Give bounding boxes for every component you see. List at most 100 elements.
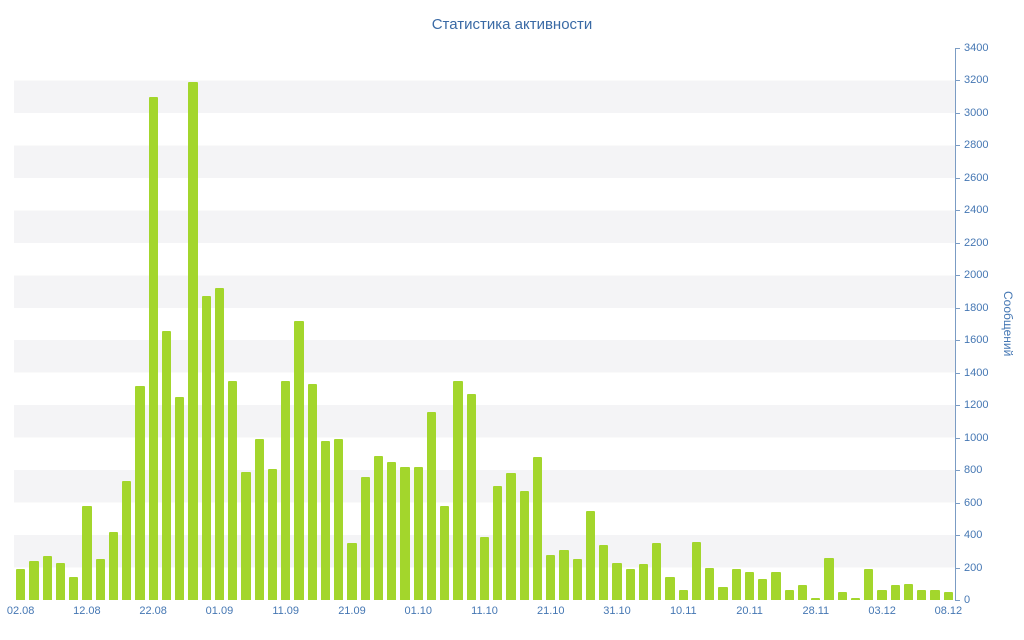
- y-axis-tick: [955, 502, 960, 504]
- bar: [532, 457, 543, 600]
- bar: [148, 96, 158, 600]
- y-axis-tick: [955, 307, 960, 309]
- bar: [784, 590, 794, 600]
- x-axis-tick-label: 10.11: [669, 605, 697, 617]
- bar: [824, 557, 834, 600]
- bar: [82, 505, 92, 600]
- bar: [254, 439, 264, 600]
- y-axis-tick-label: 2000: [964, 269, 989, 282]
- bar: [877, 590, 887, 600]
- bar: [334, 439, 344, 600]
- y-axis-tick: [955, 210, 960, 212]
- bar: [572, 559, 582, 600]
- y-axis-tick-label: 3200: [964, 74, 989, 87]
- bar: [771, 572, 781, 600]
- bar: [69, 577, 79, 600]
- y-axis-tick: [955, 48, 960, 49]
- bar: [413, 466, 423, 600]
- bar: [917, 590, 927, 600]
- bar: [559, 549, 569, 600]
- bar: [387, 462, 397, 600]
- y-axis-tick: [955, 242, 960, 244]
- bar: [307, 384, 317, 600]
- y-axis-tick-label: 600: [964, 496, 983, 509]
- bar: [506, 473, 516, 600]
- bar: [214, 288, 225, 600]
- x-axis-tick-label: 02.08: [6, 605, 35, 617]
- bar: [718, 587, 728, 600]
- bar: [29, 561, 39, 600]
- x-axis-tick-label: 31.10: [603, 605, 631, 617]
- y-axis-tick: [955, 340, 960, 342]
- bar: [599, 544, 609, 600]
- y-axis-tick: [955, 80, 960, 82]
- y-axis-tick-label: 0: [964, 594, 971, 606]
- bar: [864, 569, 874, 600]
- x-axis-tick-label: 01.10: [404, 605, 432, 617]
- bar: [665, 577, 675, 600]
- chart-region: 0 200 400 600 800 1000 1200 1400 1600 1800 2000 220…: [7, 42, 1010, 617]
- bar: [652, 543, 662, 600]
- bar: [811, 598, 821, 600]
- bar: [943, 591, 953, 600]
- y-axis-tick-label: 2200: [964, 236, 989, 249]
- x-axis-tick-label: 20.11: [736, 605, 763, 617]
- bar: [797, 585, 808, 600]
- bar: [347, 543, 357, 600]
- bar: [625, 569, 635, 600]
- bar: [201, 296, 211, 600]
- y-axis-tick: [955, 177, 960, 179]
- bar: [638, 564, 649, 600]
- y-axis-tick-label: 800: [964, 464, 983, 477]
- y-axis-tick-label: 400: [964, 529, 983, 542]
- y-axis-line: [955, 48, 956, 601]
- x-axis-tick-label: 08.12: [934, 605, 963, 617]
- y-axis-tick: [955, 275, 960, 277]
- bar: [546, 554, 556, 600]
- x-axis-tick-label: 01.09: [205, 605, 234, 617]
- x-axis-tick-label: 11.09: [272, 605, 300, 617]
- bar: [453, 380, 463, 600]
- bar: [16, 569, 26, 600]
- y-axis-tick-label: 1000: [964, 431, 989, 444]
- y-axis-tick: [955, 405, 960, 407]
- bar: [108, 531, 119, 600]
- bar: [241, 471, 251, 600]
- bar: [479, 536, 490, 600]
- bar: [744, 572, 755, 600]
- bar: [228, 380, 238, 600]
- bar: [731, 569, 741, 600]
- y-axis-tick: [955, 372, 960, 374]
- bar: [930, 590, 940, 600]
- x-axis-tick-label: 21.09: [338, 605, 366, 617]
- bar: [294, 320, 304, 600]
- chart-title: Статистика активности: [431, 16, 593, 33]
- bar: [55, 562, 65, 600]
- bar: [360, 476, 370, 600]
- bar: [440, 505, 450, 600]
- bar: [188, 82, 198, 600]
- bar: [161, 330, 172, 600]
- x-axis-tick-label: 21.10: [537, 605, 565, 617]
- bar: [612, 562, 622, 600]
- y-axis-tick-label: 2400: [964, 204, 989, 217]
- y-axis-tick-label: 1400: [964, 366, 989, 379]
- y-axis-title: Сообщений: [1001, 291, 1015, 357]
- bar: [400, 466, 410, 600]
- bar: [493, 486, 503, 600]
- y-axis-tick: [955, 470, 960, 472]
- y-axis-tick-label: 200: [964, 561, 983, 574]
- x-axis-tick-label: 12.08: [73, 605, 101, 617]
- x-axis-tick-label: 03.12: [868, 605, 896, 617]
- bar: [705, 567, 715, 600]
- bar: [837, 591, 847, 600]
- bar: [320, 440, 331, 600]
- y-axis-tick-label: 1200: [964, 399, 989, 412]
- y-axis-tick: [955, 145, 960, 147]
- y-axis-tick: [955, 112, 960, 114]
- y-axis-tick: [955, 567, 960, 569]
- bar: [42, 556, 52, 600]
- y-axis-tick-label: 2600: [964, 171, 989, 184]
- bar: [122, 481, 132, 600]
